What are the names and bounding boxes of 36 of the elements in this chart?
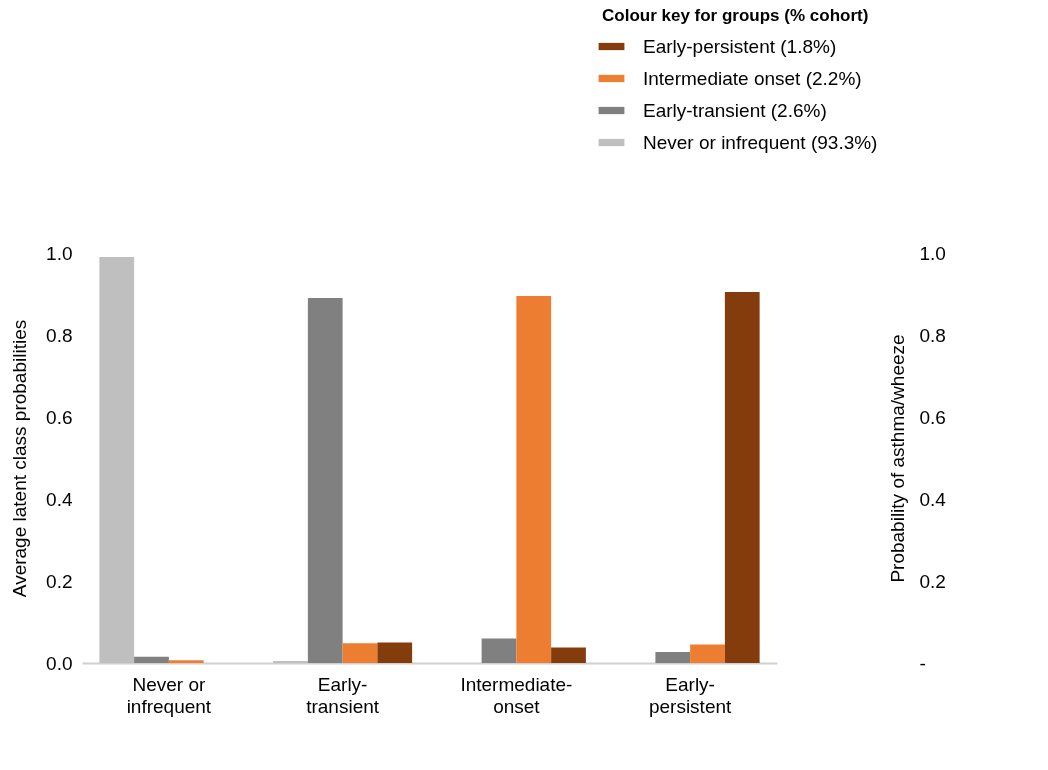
y-axis-title: Average latent class probabilities [9, 319, 31, 598]
legend-label: Early-persistent (1.8%) [643, 35, 837, 57]
legend-label: Early-transient (2.6%) [643, 99, 827, 121]
y-tick-label: 0.6 [46, 406, 73, 428]
legend-label: Never or infrequent (93.3%) [643, 131, 878, 153]
y2-tick-label: 0.2 [919, 570, 946, 592]
bar [377, 642, 413, 663]
bar [481, 638, 517, 663]
bar [655, 651, 691, 663]
y2-axis-title: Probability of asthma/wheeze [886, 334, 908, 583]
y-tick-label: 0.2 [46, 570, 73, 592]
y2-tick-label: 0.6 [919, 406, 946, 428]
x-tick-label: Intermediate-onset [460, 673, 573, 717]
legend-title: Colour key for groups (% cohort) [602, 6, 869, 25]
x-tick-label: Never or infrequent [126, 673, 212, 717]
y-tick-label: 0.4 [46, 488, 73, 510]
y2-tick-label: 0.8 [919, 324, 946, 346]
bar [342, 643, 378, 663]
y2-tick-label: 1.0 [919, 242, 946, 264]
y2-tick-label: 0.4 [919, 488, 947, 510]
bar [134, 656, 169, 663]
bar [273, 660, 308, 663]
bar [516, 296, 552, 663]
bar [551, 647, 586, 663]
x-tick-label: Early-transient [306, 673, 380, 717]
bar [168, 660, 204, 663]
y-tick-label: 0.8 [46, 324, 73, 346]
bar [690, 644, 725, 663]
bar [99, 257, 135, 663]
bar [307, 298, 343, 663]
bar [724, 291, 760, 663]
y-tick-label: 0.0 [46, 652, 73, 674]
y-tick-label: 1.0 [46, 242, 73, 264]
legend-label: Intermediate onset (2.2%) [643, 67, 862, 89]
x-tick-label: Early-persistent [648, 673, 733, 717]
y2-tick-label: - [919, 652, 926, 674]
